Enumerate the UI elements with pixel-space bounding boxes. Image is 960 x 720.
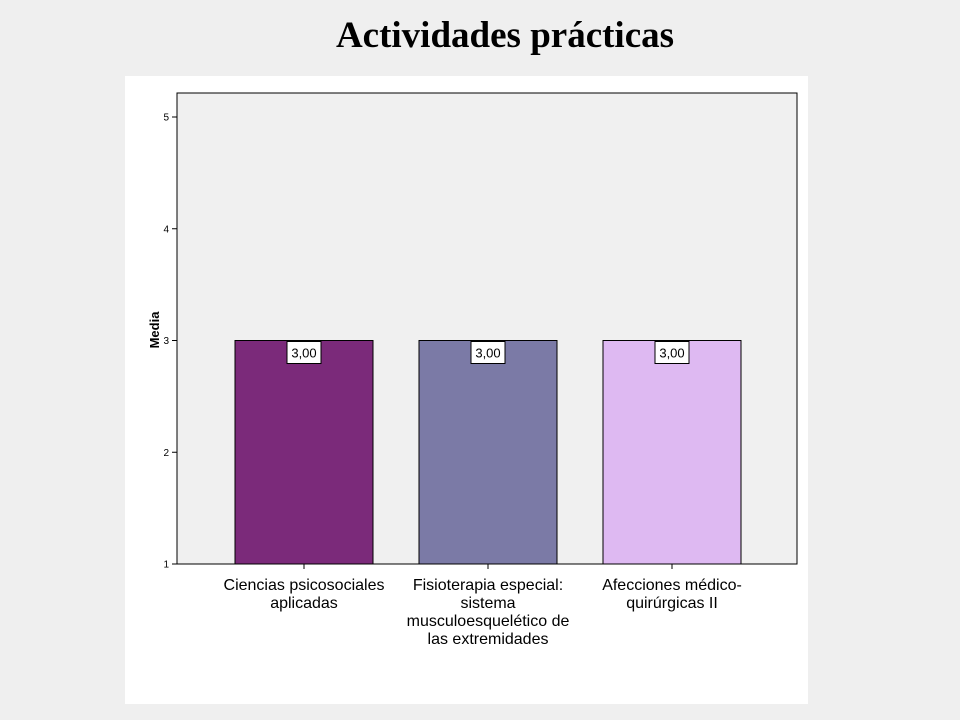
chart-panel: 1 2 3 4 5 Media 3,00 Ciencias psicosociales apli… (125, 76, 808, 704)
bar (602, 340, 742, 565)
value-label-box (286, 341, 322, 364)
value-label-box (654, 341, 690, 364)
category-label: las extremidades (428, 631, 549, 648)
value-label: 3,00 (291, 346, 316, 361)
category-label: aplicadas (270, 595, 338, 612)
y-tick-label: 4 (163, 224, 169, 235)
bar (418, 340, 558, 565)
category-label: musculoesquelético de (407, 613, 570, 630)
y-tick-label: 1 (163, 560, 169, 571)
value-label-box (470, 341, 506, 364)
bar (234, 340, 374, 565)
category-label: Fisioterapia especial: (413, 577, 563, 594)
value-label: 3,00 (475, 346, 500, 361)
bar-chart: 1 2 3 4 5 Media 3,00 Ciencias psicosocialesapli… (147, 92, 798, 648)
category-label: Afecciones médico- (602, 577, 742, 594)
y-tick-label: 3 (163, 336, 169, 347)
y-tick-label: 2 (163, 448, 169, 459)
slide-title: Actividades prácticas (335, 15, 675, 56)
category-label: Ciencias psicosociales (224, 577, 385, 594)
y-axis-label: Media (147, 311, 162, 349)
y-tick-label: 5 (163, 113, 169, 124)
value-label: 3,00 (659, 346, 684, 361)
category-label: quirúrgicas II (626, 595, 718, 612)
category-label: sistema (460, 595, 515, 612)
